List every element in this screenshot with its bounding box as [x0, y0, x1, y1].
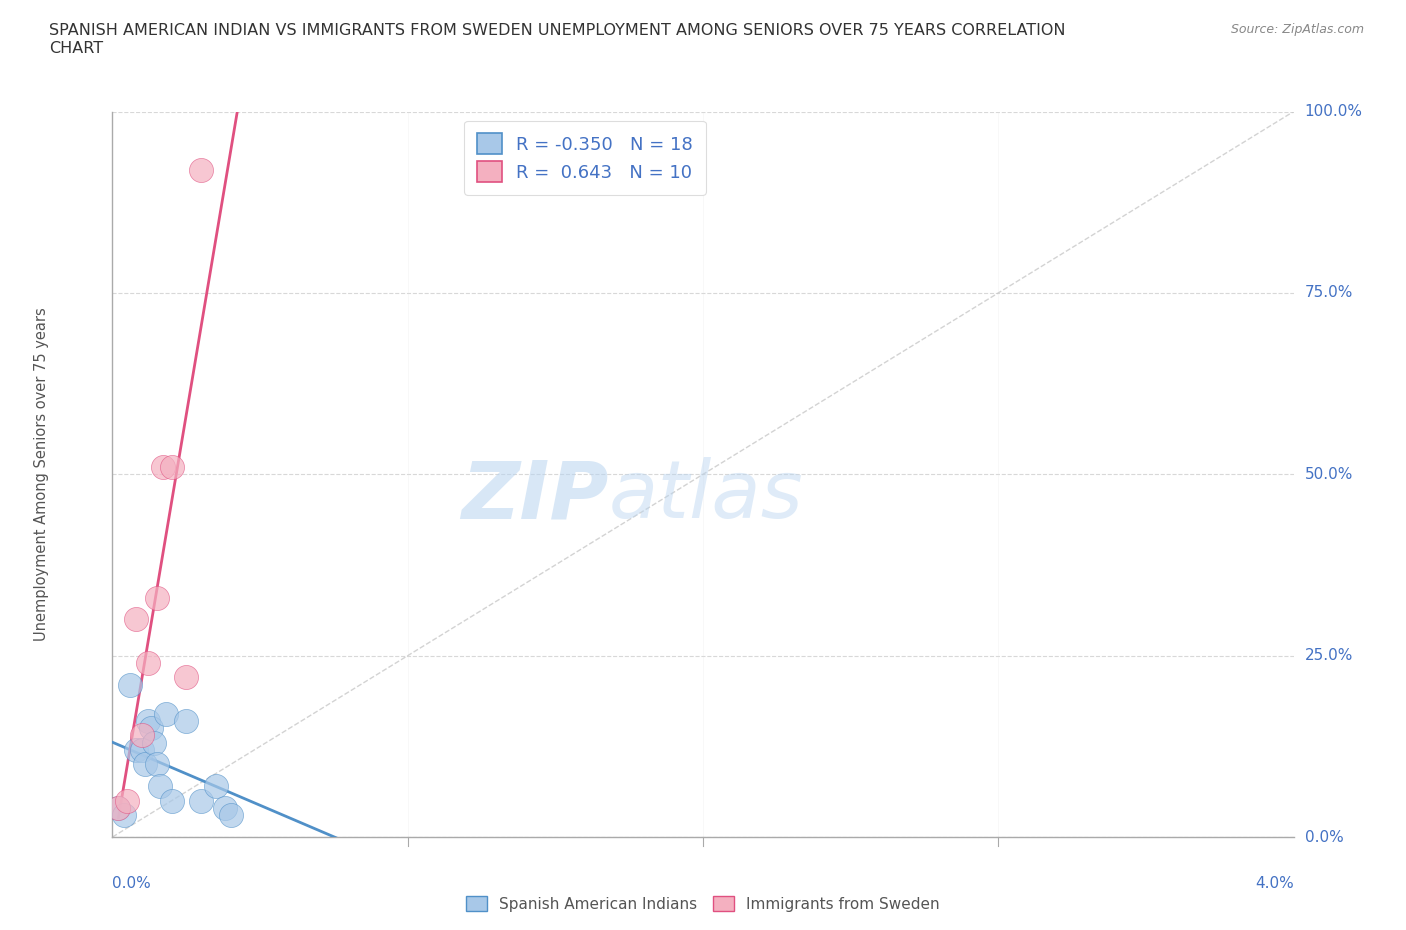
Point	[205, 778, 228, 793]
Point	[139, 721, 162, 736]
Point	[136, 713, 159, 728]
Text: 4.0%: 4.0%	[1254, 876, 1294, 891]
Point	[152, 459, 174, 474]
Point	[117, 793, 138, 808]
Text: 100.0%: 100.0%	[1305, 104, 1362, 119]
Point	[107, 801, 129, 816]
Legend: R = -0.350   N = 18, R =  0.643   N = 10: R = -0.350 N = 18, R = 0.643 N = 10	[464, 121, 706, 195]
Point	[174, 670, 197, 684]
Text: 0.0%: 0.0%	[1305, 830, 1343, 844]
Point	[190, 162, 212, 177]
Point	[190, 793, 212, 808]
Point	[146, 757, 169, 772]
Point	[146, 591, 169, 605]
Point	[134, 757, 156, 772]
Point	[120, 677, 142, 692]
Point	[131, 742, 153, 757]
Text: 75.0%: 75.0%	[1305, 286, 1353, 300]
Point	[136, 656, 159, 671]
Point	[155, 706, 177, 721]
Text: SPANISH AMERICAN INDIAN VS IMMIGRANTS FROM SWEDEN UNEMPLOYMENT AMONG SENIORS OVE: SPANISH AMERICAN INDIAN VS IMMIGRANTS FR…	[49, 23, 1066, 56]
Point	[174, 713, 197, 728]
Point	[149, 778, 172, 793]
Point	[160, 793, 183, 808]
Legend: Spanish American Indians, Immigrants from Sweden: Spanish American Indians, Immigrants fro…	[460, 889, 946, 918]
Text: 0.0%: 0.0%	[112, 876, 152, 891]
Text: 50.0%: 50.0%	[1305, 467, 1353, 482]
Text: ZIP: ZIP	[461, 457, 609, 535]
Point	[142, 736, 165, 751]
Point	[214, 801, 236, 816]
Point	[219, 808, 242, 823]
Text: 25.0%: 25.0%	[1305, 648, 1353, 663]
Point	[131, 728, 153, 743]
Point	[107, 801, 129, 816]
Point	[160, 459, 183, 474]
Text: Source: ZipAtlas.com: Source: ZipAtlas.com	[1230, 23, 1364, 36]
Point	[112, 808, 135, 823]
Text: Unemployment Among Seniors over 75 years: Unemployment Among Seniors over 75 years	[34, 308, 49, 641]
Text: atlas: atlas	[609, 457, 803, 535]
Point	[125, 742, 148, 757]
Point	[125, 612, 148, 627]
